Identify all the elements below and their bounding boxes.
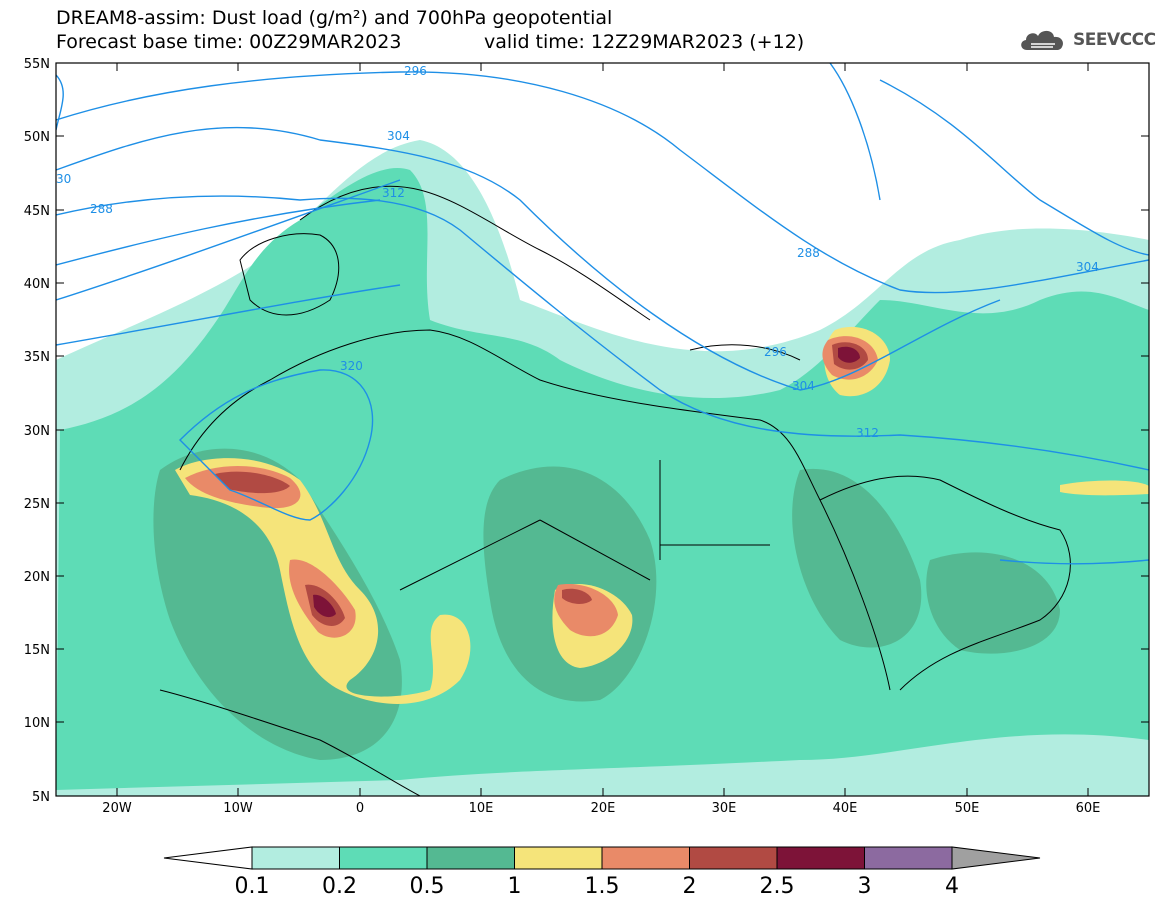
lat-tick-label: 5N bbox=[32, 790, 50, 805]
colorbar-label: 4 bbox=[945, 874, 959, 899]
colorbar-segment bbox=[339, 846, 428, 870]
colorbar-segment bbox=[601, 846, 690, 870]
lon-tick-label: 0 bbox=[356, 801, 364, 816]
map-title: DREAM8-assim: Dust load (g/m²) and 700hP… bbox=[56, 7, 613, 29]
lat-tick-label: 45N bbox=[24, 204, 50, 219]
colorbar-label: 2 bbox=[683, 874, 697, 899]
colorbar-segment bbox=[689, 846, 778, 870]
coastlines bbox=[159, 185, 1071, 796]
contour-label: 304 bbox=[387, 129, 410, 143]
colorbar-segment bbox=[776, 846, 865, 870]
colorbar-segment bbox=[426, 846, 515, 870]
contour-label: 312 bbox=[856, 426, 879, 440]
lat-tick-label: 15N bbox=[24, 643, 50, 658]
colorbar-label: 0.1 bbox=[235, 874, 270, 899]
lat-tick-label: 25N bbox=[24, 497, 50, 512]
lat-tick-label: 40N bbox=[24, 277, 50, 292]
lon-tick-label: 20W bbox=[102, 801, 132, 816]
colorbar-segment bbox=[864, 846, 953, 870]
colorbar: 0.1 0.2 0.5 1 1.5 2 2.5 3 4 bbox=[163, 846, 1041, 899]
lon-tick-label: 40E bbox=[833, 801, 858, 816]
colorbar-label: 1 bbox=[508, 874, 522, 899]
contour-label: 288 bbox=[90, 202, 113, 216]
colorbar-label: 2.5 bbox=[760, 874, 795, 899]
cloud-icon bbox=[1021, 30, 1064, 50]
logo-text: SEEVCCC bbox=[1073, 30, 1156, 50]
geopotential-contours bbox=[56, 63, 1149, 565]
lon-tick-label: 50E bbox=[955, 801, 980, 816]
lat-tick-label: 30N bbox=[24, 424, 50, 439]
lon-tick-label: 20E bbox=[591, 801, 616, 816]
contour-label: 30 bbox=[56, 172, 71, 186]
contour-label: 312 bbox=[382, 186, 405, 200]
lon-tick-label: 10W bbox=[223, 801, 253, 816]
forecast-base-time: Forecast base time: 00Z29MAR2023 bbox=[56, 31, 402, 53]
colorbar-label: 3 bbox=[858, 874, 872, 899]
colorbar-label: 0.2 bbox=[322, 874, 357, 899]
dust-band-maroon bbox=[313, 594, 336, 618]
dust-band-brown bbox=[215, 471, 290, 494]
lat-tick-label: 10N bbox=[24, 716, 50, 731]
colorbar-low-arrow bbox=[163, 846, 253, 870]
colorbar-label: 1.5 bbox=[585, 874, 620, 899]
contour-label: 304 bbox=[1076, 260, 1099, 274]
seevccc-logo: SEEVCCC bbox=[1017, 26, 1156, 54]
colorbar-segment bbox=[514, 846, 603, 870]
lat-tick-label: 55N bbox=[24, 57, 50, 72]
lat-axis: 55N 50N 45N 40N 35N 30N 25N 20N 15N 10N … bbox=[24, 57, 1149, 805]
lon-tick-label: 10E bbox=[469, 801, 494, 816]
lat-tick-label: 20N bbox=[24, 570, 50, 585]
valid-time: valid time: 12Z29MAR2023 (+12) bbox=[484, 31, 805, 53]
lon-tick-label: 60E bbox=[1076, 801, 1101, 816]
contour-label: 296 bbox=[404, 64, 427, 78]
lat-tick-label: 50N bbox=[24, 130, 50, 145]
lat-tick-label: 35N bbox=[24, 350, 50, 365]
contour-label: 320 bbox=[340, 359, 363, 373]
colorbar-high-arrow bbox=[951, 846, 1041, 870]
lon-axis: 20W 10W 0 10E 20E 30E 40E 50E 60E bbox=[102, 63, 1100, 816]
dust-field bbox=[56, 140, 1149, 796]
contour-label: 296 bbox=[764, 345, 787, 359]
contour-label: 304 bbox=[792, 379, 815, 393]
colorbar-segment bbox=[251, 846, 340, 870]
map-header: DREAM8-assim: Dust load (g/m²) and 700hP… bbox=[56, 6, 804, 54]
contour-label: 288 bbox=[797, 246, 820, 260]
contour-labels: 296 304 312 288 30 288 320 296 304 312 3… bbox=[56, 64, 1099, 440]
lon-tick-label: 30E bbox=[712, 801, 737, 816]
colorbar-label: 0.5 bbox=[410, 874, 445, 899]
